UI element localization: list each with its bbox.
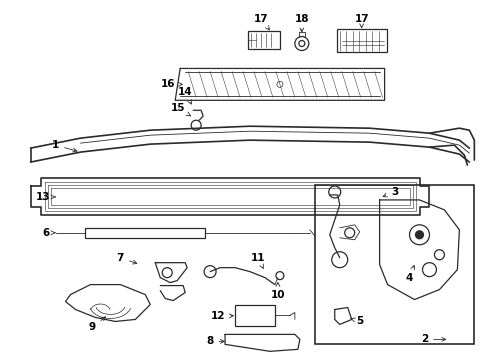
Text: 5: 5: [351, 316, 363, 327]
Text: 7: 7: [117, 253, 137, 264]
Bar: [235, 305, 275, 327]
Bar: [248, 31, 280, 49]
Text: 6: 6: [42, 228, 55, 238]
Text: 17: 17: [254, 14, 270, 30]
Text: 8: 8: [206, 336, 224, 346]
Text: 15: 15: [171, 103, 191, 116]
Bar: [85, 228, 205, 238]
Text: 12: 12: [211, 311, 233, 321]
Text: 4: 4: [406, 266, 415, 283]
Text: 18: 18: [294, 14, 309, 32]
Text: 13: 13: [35, 192, 55, 202]
Text: 1: 1: [52, 140, 77, 152]
Text: 11: 11: [251, 253, 265, 269]
Text: 2: 2: [421, 334, 446, 345]
Text: 16: 16: [161, 79, 182, 89]
Bar: [337, 28, 387, 53]
Text: 14: 14: [178, 87, 193, 104]
Text: 9: 9: [89, 317, 105, 332]
Circle shape: [416, 231, 423, 239]
Text: 3: 3: [383, 187, 398, 197]
Text: 17: 17: [354, 14, 369, 28]
Bar: [315, 185, 474, 345]
Text: 10: 10: [270, 283, 285, 300]
